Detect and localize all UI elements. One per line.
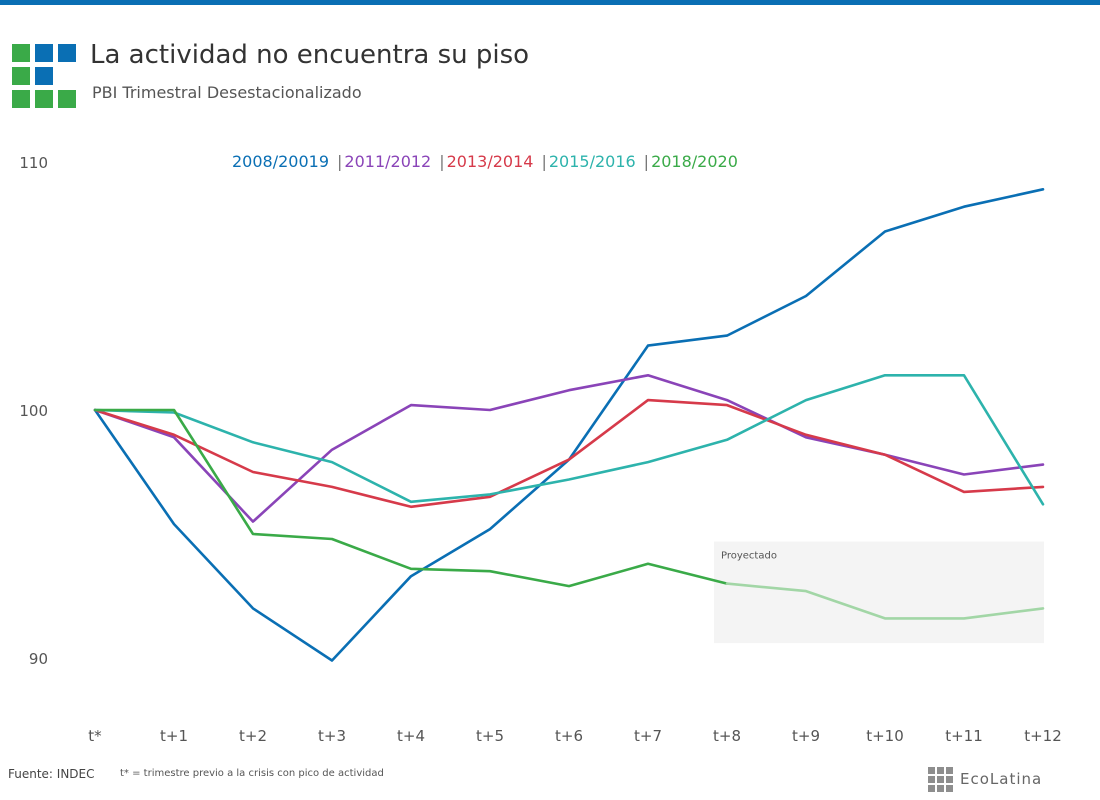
legend-separator: | xyxy=(541,152,547,171)
logo-square xyxy=(58,90,76,108)
x-tick-label: t+12 xyxy=(1024,727,1062,745)
y-tick-label: 110 xyxy=(19,154,48,172)
top-accent-bar xyxy=(0,0,1100,5)
source-label: Fuente: INDEC xyxy=(8,767,95,781)
legend-separator: | xyxy=(439,152,445,171)
logo-square xyxy=(35,90,53,108)
x-tick-label: t+9 xyxy=(792,727,820,745)
legend-separator: | xyxy=(337,152,343,171)
logo-square xyxy=(35,44,53,62)
legend-entry: 2015/2016 xyxy=(548,152,636,171)
x-tick-label: t+11 xyxy=(945,727,983,745)
chart-title: La actividad no encuentra su piso xyxy=(90,40,530,70)
logo-square xyxy=(12,44,30,62)
brand-grid-square xyxy=(946,767,953,774)
x-tick-label: t+10 xyxy=(866,727,904,745)
x-tick-label: t+6 xyxy=(555,727,583,745)
brand-grid-square xyxy=(937,785,944,792)
brand-grid-square xyxy=(928,767,935,774)
chart-subtitle: PBI Trimestral Desestacionalizado xyxy=(92,83,362,102)
x-tick-label: t+5 xyxy=(476,727,504,745)
legend-separator: | xyxy=(643,152,650,171)
brand-grid-square xyxy=(946,776,953,783)
x-tick-label: t+1 xyxy=(160,727,188,745)
legend-entry: 2011/2012 xyxy=(344,152,432,171)
brand-logo: EcoLatina xyxy=(928,767,1088,793)
legend-entry: 2008/20019 xyxy=(232,152,330,171)
logo-square xyxy=(35,67,53,85)
projection-region xyxy=(714,541,1044,644)
brand-grid-square xyxy=(928,785,935,792)
footnote: t* = trimestre previo a la crisis con pi… xyxy=(120,768,384,779)
brand-grid-square xyxy=(946,785,953,792)
brand-grid-icon xyxy=(928,767,954,793)
x-tick-label: t+8 xyxy=(713,727,741,745)
series-line-2011-2012 xyxy=(93,373,1045,523)
logo-square xyxy=(12,90,30,108)
brand-grid-square xyxy=(937,767,944,774)
projection-label: Proyectado xyxy=(721,550,777,561)
legend-entry: 2013/2014 xyxy=(446,152,534,171)
logo-icon xyxy=(12,44,76,108)
brand-grid-square xyxy=(937,776,944,783)
brand-name: EcoLatina xyxy=(960,770,1043,788)
legend-entry: 2018/2020 xyxy=(651,152,738,171)
chart-legend: 2008/20019 | 2011/2012 | 2013/2014 | 2015/2016… xyxy=(232,152,738,171)
x-tick-label: t+4 xyxy=(397,727,425,745)
x-tick-label: t+7 xyxy=(634,727,662,745)
y-tick-label: 100 xyxy=(19,402,48,420)
logo-square xyxy=(58,44,76,62)
x-tick-label: t+3 xyxy=(318,727,346,745)
brand-grid-square xyxy=(928,776,935,783)
series-line-2015-2016 xyxy=(93,373,1045,506)
x-tick-label: t+2 xyxy=(239,727,267,745)
series-line-2013-2014 xyxy=(93,398,1045,509)
series-line-2018-2020-projected xyxy=(725,582,1045,620)
y-tick-label: 90 xyxy=(29,650,48,668)
logo-square xyxy=(12,67,30,85)
x-tick-label: t* xyxy=(88,727,102,745)
series-line-2018-2020 xyxy=(93,408,729,588)
